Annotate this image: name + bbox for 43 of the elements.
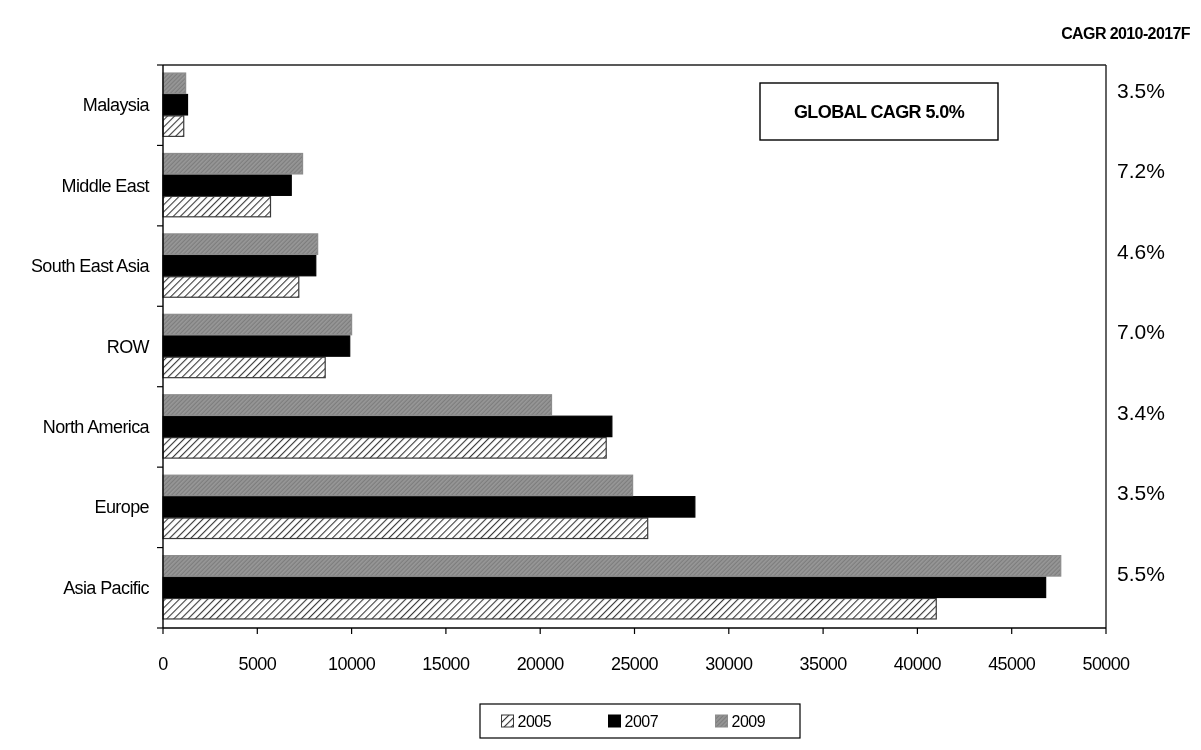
x-tick-label: 45000 bbox=[988, 654, 1036, 674]
bar bbox=[162, 313, 353, 336]
y-tick-label: Malaysia bbox=[82, 95, 151, 116]
bar bbox=[162, 437, 607, 459]
text: 7.0% bbox=[1117, 319, 1165, 343]
bar bbox=[162, 474, 634, 497]
x-tick-label: 30000 bbox=[705, 654, 753, 674]
x-tick-label: 5000 bbox=[238, 654, 277, 674]
annotation: GLOBAL CAGR 5.0% bbox=[793, 102, 965, 122]
legend-label: 2009 bbox=[731, 712, 766, 730]
bar bbox=[162, 394, 553, 416]
text: 3.4% bbox=[1117, 400, 1165, 424]
x-tick-label: 15000 bbox=[422, 654, 471, 674]
text: 3.5% bbox=[1117, 78, 1165, 102]
y-tick-label: Middle East bbox=[61, 175, 150, 196]
bar bbox=[162, 356, 326, 379]
x-tick-label: 40000 bbox=[893, 654, 942, 674]
bar bbox=[162, 597, 937, 620]
x-tick-label: 10000 bbox=[328, 654, 376, 674]
text: 5.5% bbox=[1117, 561, 1165, 584]
y-tick-label: Europe bbox=[94, 497, 150, 518]
x-tick-label: 25000 bbox=[610, 654, 659, 674]
y-tick-label: North America bbox=[42, 416, 151, 437]
text: CAGR 2010-2017F bbox=[1061, 24, 1191, 42]
text: 3.5% bbox=[1117, 480, 1165, 504]
bar bbox=[162, 555, 1062, 577]
x-tick-label: 50000 bbox=[1082, 654, 1131, 674]
text: 4.6% bbox=[1117, 239, 1165, 263]
x-tick-label: 20000 bbox=[516, 654, 565, 674]
bar bbox=[162, 152, 304, 175]
bar bbox=[162, 233, 319, 255]
bar bbox=[162, 72, 187, 95]
x-tick-label: 0 bbox=[158, 654, 169, 674]
y-tick-label: Asia Pacific bbox=[63, 577, 150, 598]
text: 7.2% bbox=[1117, 158, 1165, 182]
legend-label: 2005 bbox=[517, 712, 552, 730]
x-tick-label: 35000 bbox=[799, 654, 848, 674]
bar bbox=[162, 517, 649, 540]
y-tick-label: ROW bbox=[106, 336, 150, 357]
bar bbox=[162, 276, 300, 298]
legend-label: 2007 bbox=[624, 712, 659, 730]
bar bbox=[162, 195, 272, 218]
y-tick-label: South East Asia bbox=[30, 256, 151, 277]
